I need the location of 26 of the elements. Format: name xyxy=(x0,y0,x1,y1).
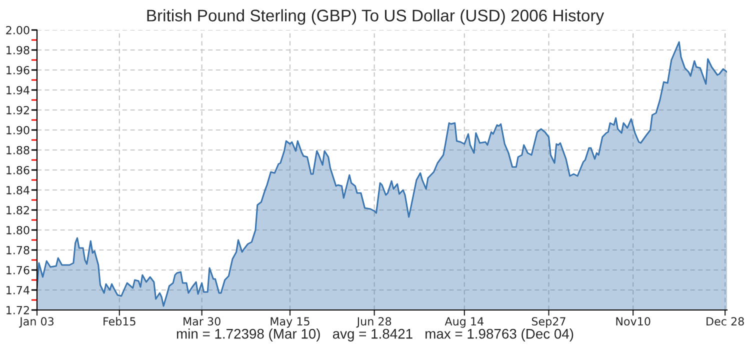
y-tick-label: 1.74 xyxy=(6,286,30,294)
y-tick-label: 1.94 xyxy=(6,86,30,94)
x-tick-label: Mar 30 xyxy=(184,317,220,326)
y-tick-label: 1.88 xyxy=(6,146,30,154)
x-tick-label: Jan 03 xyxy=(19,317,54,328)
y-tick-label: 1.92 xyxy=(6,106,29,114)
x-tick-label: Aug 14 xyxy=(444,317,484,328)
x-tick-label: Feb15 xyxy=(104,316,136,326)
y-tick-label: 1.76 xyxy=(6,266,30,274)
y-tick-label: 1.90 xyxy=(6,126,30,134)
y-tick-label: 1.78 xyxy=(6,246,30,254)
text: min = 1.72398 (Mar 10) avg = 1.8421 max = 1.98763 (Dec 04) xyxy=(176,328,574,342)
chart-title: British Pound Sterling (GBP) To US Dollar (USD) 2006 History xyxy=(147,9,604,25)
y-tick-label: 2.00 xyxy=(6,26,30,34)
y-tick-label: 1.98 xyxy=(6,46,30,54)
x-tick-label: Nov10 xyxy=(616,317,650,326)
x-tick-label: May 15 xyxy=(270,317,310,328)
y-tick-label: 1.82 xyxy=(6,206,29,214)
x-tick-label: Jun 28 xyxy=(356,317,392,328)
y-tick-label: 1.96 xyxy=(6,66,30,74)
y-tick-label: 1.86 xyxy=(6,166,30,174)
y-tick-label: 1.84 xyxy=(6,186,30,194)
y-tick-label: 1.72 xyxy=(6,306,29,314)
x-tick-label: Sep27 xyxy=(532,317,566,328)
x-tick-label: Dec 28 xyxy=(706,317,744,326)
y-tick-label: 1.80 xyxy=(6,226,30,234)
